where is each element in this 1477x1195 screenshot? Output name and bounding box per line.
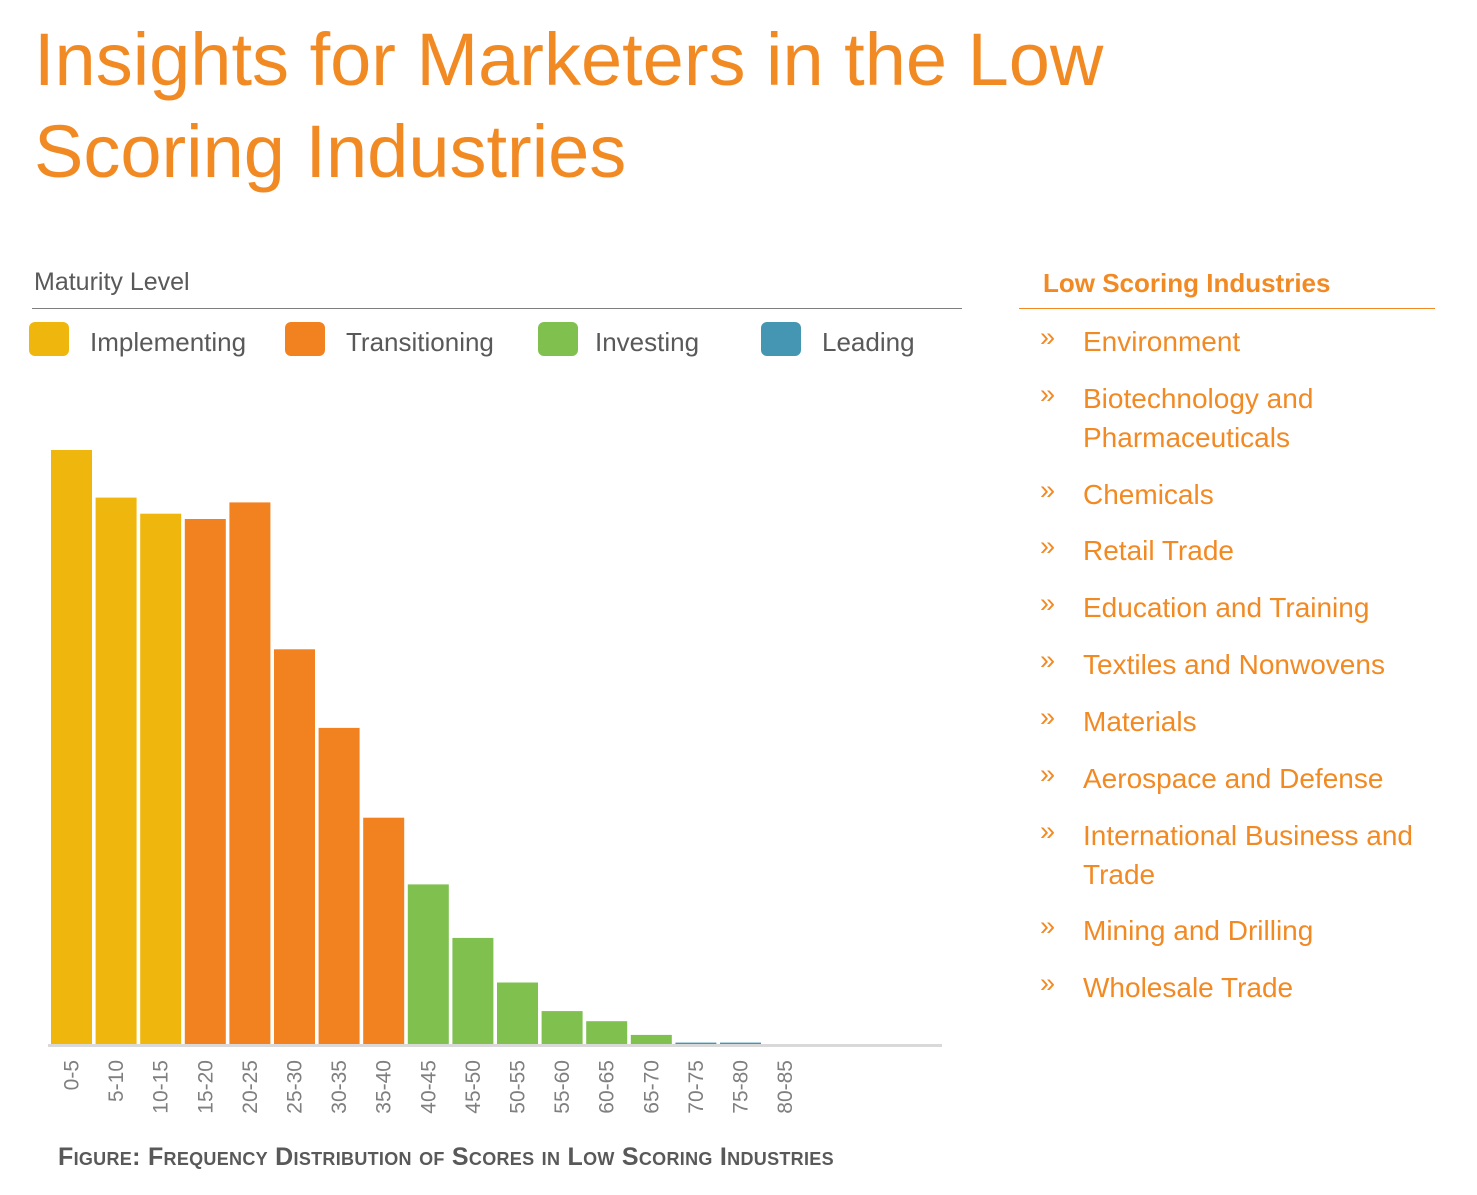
tick-label-75-80: 75-80 <box>730 1060 753 1114</box>
tick-label-10-15: 10-15 <box>150 1060 173 1114</box>
bar-20-25 <box>229 502 271 1045</box>
bar-0-5 <box>51 450 92 1045</box>
bar-30-35 <box>318 727 360 1045</box>
tick-label-5-10: 5-10 <box>105 1060 128 1102</box>
industry-label: Textiles and Nonwovens <box>1083 649 1385 680</box>
legend-label: Transitioning <box>346 327 494 357</box>
legend-label: Leading <box>822 327 915 357</box>
legend-label: Investing <box>595 327 700 357</box>
bar-65-70 <box>630 1034 672 1045</box>
bar-25-30 <box>274 649 315 1045</box>
bar-75-80 <box>720 1042 761 1045</box>
tick-labels-group: 0-5 5-10 10-15 15-20 20-25 25-30 30-35 35-40 40-… <box>61 1060 798 1114</box>
tick-label-50-55: 50-55 <box>507 1060 530 1114</box>
tick-label-40-45: 40-45 <box>417 1060 440 1114</box>
chevron-right-icon: » <box>1040 968 1056 998</box>
industry-label: Biotechnology and Pharmaceuticals <box>1083 383 1314 453</box>
chevron-right-icon: » <box>1040 911 1056 941</box>
bar-50-55 <box>497 982 538 1045</box>
industry-label: Mining and Drilling <box>1083 915 1314 946</box>
bar-10-15 <box>140 513 182 1045</box>
industry-label: International Business and Trade <box>1083 820 1413 890</box>
tick-label-35-40: 35-40 <box>373 1060 396 1114</box>
industry-label: Retail Trade <box>1083 535 1234 566</box>
chevron-right-icon: » <box>1040 322 1056 352</box>
bar-70-75 <box>675 1042 717 1045</box>
page-title: Insights for Marketers in the Low Scorin… <box>34 18 1104 193</box>
tick-label-70-75: 70-75 <box>685 1060 708 1114</box>
tick-label-55-60: 55-60 <box>551 1060 574 1114</box>
industry-label: Aerospace and Defense <box>1083 763 1384 794</box>
legend-swatch-investing <box>538 322 578 356</box>
tick-label-80-85: 80-85 <box>774 1060 797 1114</box>
bar-55-60 <box>541 1011 583 1045</box>
bar-40-45 <box>407 884 449 1046</box>
histogram-chart: 0-5 5-10 10-15 15-20 20-25 25-30 30-35 35-40 40-… <box>48 450 942 1114</box>
chevron-right-icon: » <box>1040 645 1056 675</box>
tick-label-60-65: 60-65 <box>596 1060 619 1114</box>
industry-label: Education and Training <box>1083 592 1370 623</box>
tick-label-15-20: 15-20 <box>194 1060 217 1114</box>
chevron-right-icon: » <box>1040 816 1056 846</box>
industry-label: Chemicals <box>1083 479 1214 510</box>
tick-label-45-50: 45-50 <box>462 1060 485 1114</box>
bar-45-50 <box>452 937 494 1045</box>
tick-label-20-25: 20-25 <box>239 1060 262 1114</box>
legend-label: Implementing <box>90 327 247 357</box>
chevron-right-icon: » <box>1040 588 1056 618</box>
chevron-right-icon: » <box>1040 475 1056 505</box>
bar-35-40 <box>363 817 405 1045</box>
legend-swatch-implementing <box>29 322 69 356</box>
figure-caption: Figure: Frequency Distribution of Scores… <box>58 1143 834 1171</box>
tick-label-0-5: 0-5 <box>61 1060 84 1090</box>
tick-label-25-30: 25-30 <box>284 1060 307 1114</box>
tick-label-30-35: 30-35 <box>328 1060 351 1114</box>
chevron-right-icon: » <box>1040 702 1056 732</box>
bar-5-10 <box>95 497 137 1046</box>
legend-heading: Maturity Level <box>34 268 190 296</box>
industry-label: Environment <box>1083 326 1241 357</box>
legend-divider <box>32 308 962 309</box>
bar-60-65 <box>586 1021 628 1045</box>
tick-label-65-70: 65-70 <box>640 1060 663 1114</box>
industry-label: Wholesale Trade <box>1083 972 1294 1003</box>
chevron-right-icon: » <box>1040 379 1056 409</box>
legend-swatch-transitioning <box>285 322 325 356</box>
bars-group <box>51 450 761 1046</box>
bar-15-20 <box>184 519 226 1045</box>
chevron-right-icon: » <box>1040 759 1056 789</box>
industry-label: Materials <box>1083 706 1197 737</box>
sidebar-heading: Low Scoring Industries <box>1043 268 1331 298</box>
legend-swatch-leading <box>761 322 801 356</box>
chevron-right-icon: » <box>1040 531 1056 561</box>
sidebar-divider <box>1019 308 1435 309</box>
